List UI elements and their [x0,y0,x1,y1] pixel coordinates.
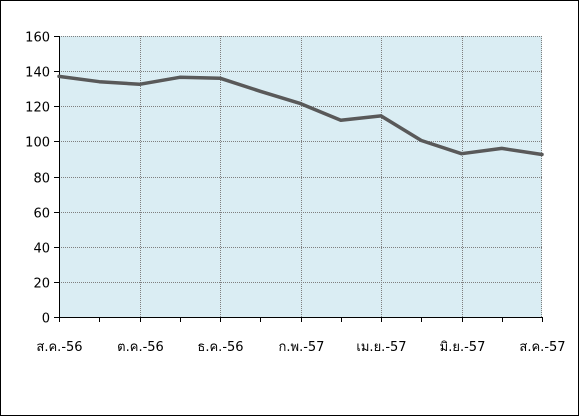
x-tick-label: เม.ย.-57 [356,340,406,355]
y-tick-label: 40 [33,242,50,257]
x-tick-label: ส.ค.-56 [36,340,82,355]
y-tick-label: 60 [33,207,50,222]
plot-area [59,36,542,317]
y-tick-label: 0 [42,312,50,327]
x-tick-label: ต.ค.-56 [117,340,164,355]
y-tick-label: 120 [25,101,50,116]
y-tick-label: 100 [25,136,50,151]
y-tick-label: 160 [25,31,50,46]
x-tick-label: มิ.ย.-57 [440,340,486,355]
y-tick-label: 20 [33,277,50,292]
y-tick-label: 80 [33,172,50,187]
x-tick-label: ส.ค.-57 [519,340,565,355]
y-tick-label: 140 [25,66,50,81]
x-tick-label: ธ.ค.-56 [197,340,243,355]
x-tick-label: ก.พ.-57 [279,340,325,355]
